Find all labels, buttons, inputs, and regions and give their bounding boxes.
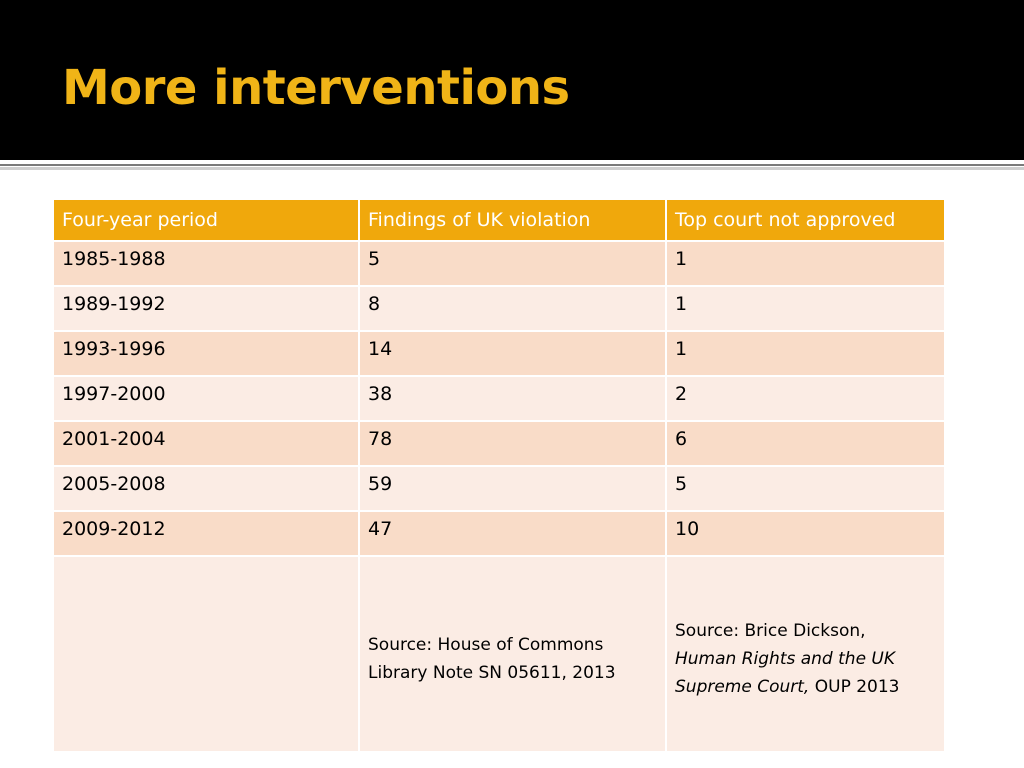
divider-line: [0, 164, 1024, 166]
table-row: 2005-2008 59 5: [52, 465, 946, 512]
cell-period: 2009-2012: [52, 510, 360, 557]
cell-top-court: 5: [665, 465, 946, 512]
table-row: 1985-1988 5 1: [52, 240, 946, 287]
cell-period: 1989-1992: [52, 285, 360, 332]
column-header-period: Four-year period: [52, 198, 360, 242]
cell-findings: 14: [358, 330, 667, 377]
cell-period: 1993-1996: [52, 330, 360, 377]
table-row: 1989-1992 8 1: [52, 285, 946, 332]
cell-top-court: 10: [665, 510, 946, 557]
cell-period: 1985-1988: [52, 240, 360, 287]
cell-findings: 5: [358, 240, 667, 287]
cell-findings: 8: [358, 285, 667, 332]
cell-findings: 47: [358, 510, 667, 557]
source-dickson-prefix: Source: Brice Dickson,: [675, 621, 866, 641]
column-header-top-court: Top court not approved: [665, 198, 946, 242]
cell-findings: 59: [358, 465, 667, 512]
table-header-row: Four-year period Findings of UK violatio…: [52, 198, 946, 242]
cell-period: 2005-2008: [52, 465, 360, 512]
table-row: 2001-2004 78 6: [52, 420, 946, 467]
cell-period: 1997-2000: [52, 375, 360, 422]
column-header-findings: Findings of UK violation: [358, 198, 667, 242]
table-row: 2009-2012 47 10: [52, 510, 946, 557]
cell-top-court: 1: [665, 285, 946, 332]
cell-top-court: 1: [665, 330, 946, 377]
source-cell-commons: Source: House of Commons Library Note SN…: [358, 555, 667, 753]
cell-top-court: 6: [665, 420, 946, 467]
source-dickson-publisher: OUP 2013: [814, 677, 900, 697]
cell-findings: 38: [358, 375, 667, 422]
data-table: Four-year period Findings of UK violatio…: [52, 198, 946, 753]
table-row: 1993-1996 14 1: [52, 330, 946, 377]
cell-top-court: 2: [665, 375, 946, 422]
source-row: Source: House of Commons Library Note SN…: [52, 555, 946, 753]
cell-findings: 78: [358, 420, 667, 467]
divider-line-shadow: [0, 167, 1024, 170]
cell-period: 2001-2004: [52, 420, 360, 467]
source-cell-empty: [52, 555, 360, 753]
data-table-container: Four-year period Findings of UK violatio…: [52, 198, 946, 753]
source-dickson-book-title: Human Rights and the UK Supreme Court,: [675, 649, 896, 697]
slide-title: More interventions: [62, 60, 570, 116]
source-cell-dickson: Source: Brice Dickson, Human Rights and t…: [665, 555, 946, 753]
table-row: 1997-2000 38 2: [52, 375, 946, 422]
title-bar: More interventions: [0, 0, 1024, 160]
cell-top-court: 1: [665, 240, 946, 287]
